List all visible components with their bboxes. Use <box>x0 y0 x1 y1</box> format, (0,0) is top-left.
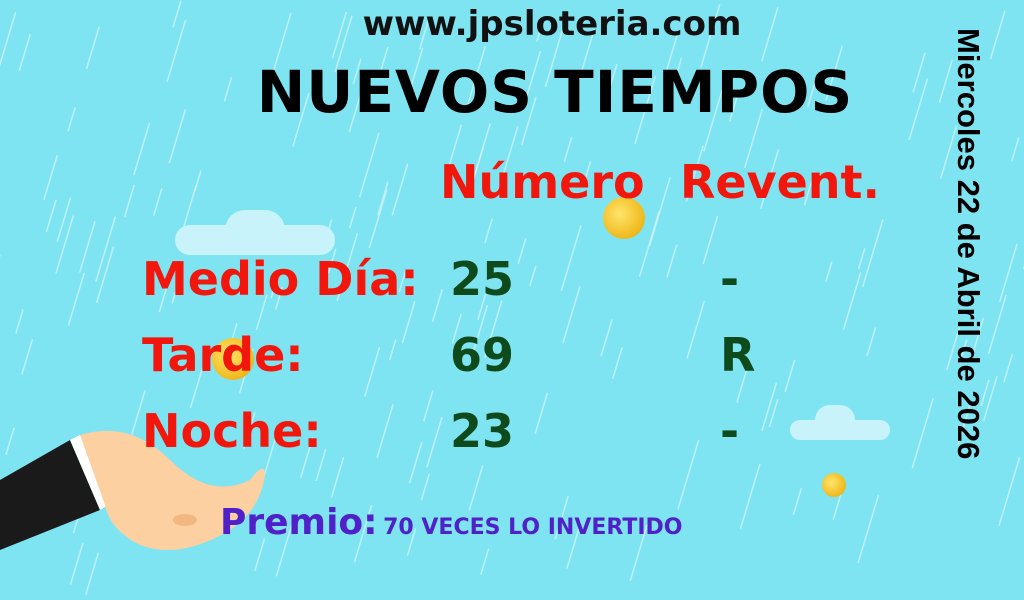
rain-streak <box>95 246 115 304</box>
rain-streak <box>67 272 85 326</box>
rain-streak <box>987 294 1007 355</box>
rain-streak <box>517 238 527 264</box>
rain-streak <box>600 319 613 357</box>
rain-streak <box>368 189 388 249</box>
rain-streak <box>330 456 345 498</box>
rain-streak <box>15 309 24 334</box>
rain-streak <box>193 170 202 192</box>
rain-streak <box>377 181 389 216</box>
draw-date: Miercoles 22 de Abril de 2026 <box>951 28 986 460</box>
rain-streak <box>391 163 409 216</box>
rain-streak <box>702 215 719 265</box>
rain-streak <box>95 216 117 282</box>
rain-streak <box>825 261 833 283</box>
rain-streak <box>358 132 380 198</box>
rain-streak <box>686 300 706 359</box>
row-number-medio-dia: 25 <box>450 252 515 306</box>
rain-streak <box>123 184 135 218</box>
rain-streak <box>784 359 796 393</box>
rain-streak <box>422 390 434 422</box>
rain-streak <box>648 177 671 246</box>
cloud-decoration <box>815 405 855 435</box>
rain-streak <box>408 442 423 484</box>
rain-streak <box>612 347 623 380</box>
coin-icon <box>603 197 645 239</box>
rain-streak <box>420 473 430 501</box>
cloud-decoration <box>225 210 285 250</box>
rain-streak <box>768 399 779 428</box>
rain-streak <box>484 218 493 244</box>
rain-streak <box>388 339 397 361</box>
hand-illustration <box>0 430 265 550</box>
rain-streak <box>677 439 700 510</box>
rain-streak <box>401 301 416 344</box>
rain-streak <box>55 215 75 274</box>
rain-streak <box>152 188 163 216</box>
rain-streak <box>45 199 57 233</box>
rain-streak <box>529 265 537 287</box>
header-revent: Revent. <box>680 155 881 209</box>
rain-streak <box>911 398 934 469</box>
rain-streak <box>363 346 381 397</box>
rain-streak <box>739 463 761 530</box>
rain-streak <box>666 244 678 278</box>
header-numero: Número <box>440 155 645 209</box>
rain-streak <box>376 404 394 459</box>
rain-streak <box>857 494 880 564</box>
row-label-medio-dia: Medio Día: <box>142 252 419 306</box>
row-revent-medio-dia: - <box>720 252 740 306</box>
rain-streak <box>998 457 1021 527</box>
rain-streak <box>426 417 443 468</box>
row-revent-tarde: R <box>720 328 756 382</box>
row-label-noche: Noche: <box>142 404 322 458</box>
rain-streak <box>78 221 96 273</box>
website-url: www.jpsloteria.com <box>362 4 742 44</box>
row-revent-noche: - <box>720 404 740 458</box>
rain-streak <box>21 338 34 375</box>
row-label-tarde: Tarde: <box>142 328 304 382</box>
coin-icon <box>822 473 846 497</box>
coin-icon <box>212 338 254 380</box>
rain-streak <box>857 248 866 270</box>
premio-line: Premio: 70 VECES LO INVERTIDO <box>220 502 683 543</box>
premio-label: Premio: <box>220 502 378 543</box>
rain-streak <box>43 155 58 201</box>
rain-streak <box>861 219 884 288</box>
rain-streak <box>348 206 357 229</box>
rain-streak <box>842 272 862 331</box>
rain-streak <box>1003 354 1014 383</box>
rain-streak <box>998 243 1018 302</box>
row-number-tarde: 69 <box>450 328 515 382</box>
rain-streak <box>866 327 877 357</box>
rain-streak <box>133 122 151 176</box>
rain-streak <box>761 382 778 432</box>
rain-streak <box>534 392 549 435</box>
rain-streak <box>1010 137 1020 162</box>
rain-streak <box>431 289 443 323</box>
premio-value: 70 VECES LO INVERTIDO <box>383 515 683 540</box>
page-title: NUEVOS TIEMPOS <box>256 58 854 126</box>
rain-streak <box>56 197 72 243</box>
rain-streak <box>480 548 490 575</box>
rain-streak <box>562 285 581 344</box>
rain-streak <box>792 487 803 515</box>
row-number-noche: 23 <box>450 404 515 458</box>
rain-streak <box>560 225 582 291</box>
